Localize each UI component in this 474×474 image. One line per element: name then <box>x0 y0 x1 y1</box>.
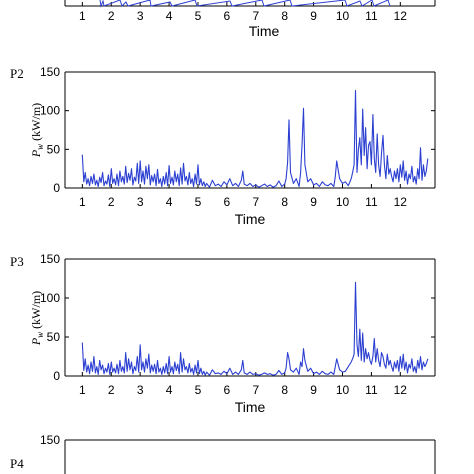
x-tick-label: 1 <box>79 383 86 397</box>
x-tick-label: 6 <box>224 195 231 209</box>
x-tick-label: 5 <box>195 195 202 209</box>
top-strip-tick-label: 6 <box>224 9 231 23</box>
top-strip-tick-label: 3 <box>137 9 144 23</box>
top-strip-tick-label: 5 <box>195 9 202 23</box>
x-tick-label: 9 <box>310 383 317 397</box>
top-strip-tick-label: 8 <box>281 9 288 23</box>
series-line <box>81 281 429 376</box>
top-strip-tick-label: 12 <box>394 9 408 23</box>
panel-label-p2: P2 <box>10 66 24 81</box>
x-tick-label: 12 <box>394 195 408 209</box>
x-tick-label: 11 <box>365 195 378 209</box>
x-tick-label: 2 <box>108 383 115 397</box>
top-strip-xlabel: Time <box>249 23 280 39</box>
x-tick-label: 3 <box>137 195 144 209</box>
x-tick-label: 12 <box>394 383 408 397</box>
y-tick-label: 50 <box>47 142 61 156</box>
x-tick-label: 6 <box>224 383 231 397</box>
x-tick-label: 11 <box>365 383 378 397</box>
x-tick-label: 1 <box>79 195 86 209</box>
x-tick-label: 8 <box>281 383 288 397</box>
y-tick-label: 150 <box>40 252 60 266</box>
x-tick-label: 4 <box>166 383 173 397</box>
y-axis-label: Pw (kW/m) <box>29 291 45 346</box>
x-tick-label: 2 <box>108 195 115 209</box>
y-tick-label: 150 <box>40 65 60 79</box>
x-tick-label: 7 <box>252 383 259 397</box>
x-tick-label: 8 <box>281 195 288 209</box>
y-tick-label: 50 <box>47 330 61 344</box>
x-tick-label: 9 <box>310 195 317 209</box>
top-strip-tick-label: 7 <box>252 9 259 23</box>
y-tick-label: 150 <box>40 433 60 447</box>
x-tick-label: 3 <box>137 383 144 397</box>
x-tick-label: 10 <box>336 195 350 209</box>
top-strip-signal <box>99 0 391 8</box>
top-strip-tick-label: 1 <box>79 9 86 23</box>
top-strip: 1 2 3 4 5 6 7 8 9 10 11 12 Time <box>64 0 436 39</box>
x-tick-label: 10 <box>336 383 350 397</box>
x-axis-label: Time <box>235 399 266 415</box>
y-tick-label: 0 <box>53 181 60 195</box>
x-tick-label: 4 <box>166 195 173 209</box>
top-strip-tick-label: 4 <box>166 9 173 23</box>
y-tick-label: 0 <box>53 369 60 383</box>
panel-label-p4: P4 <box>10 456 24 471</box>
top-strip-tick-label: 9 <box>310 9 317 23</box>
top-strip-tick-label: 2 <box>108 9 115 23</box>
top-strip-tick-label: 10 <box>336 9 350 23</box>
panel-label-p3: P3 <box>10 254 24 269</box>
x-tick-label: 5 <box>195 383 202 397</box>
y-axis-label: Pw (kW/m) <box>29 103 45 158</box>
y-tick-label: 100 <box>40 104 60 118</box>
panel-p4: P4 150 <box>10 433 436 474</box>
series-line <box>81 90 429 188</box>
x-axis-label: Time <box>235 211 266 227</box>
top-strip-ticks: 1 2 3 4 5 6 7 8 9 10 11 12 <box>79 0 407 23</box>
top-strip-tick-label: 11 <box>365 9 378 23</box>
x-tick-label: 7 <box>252 195 259 209</box>
y-tick-label: 100 <box>40 291 60 305</box>
